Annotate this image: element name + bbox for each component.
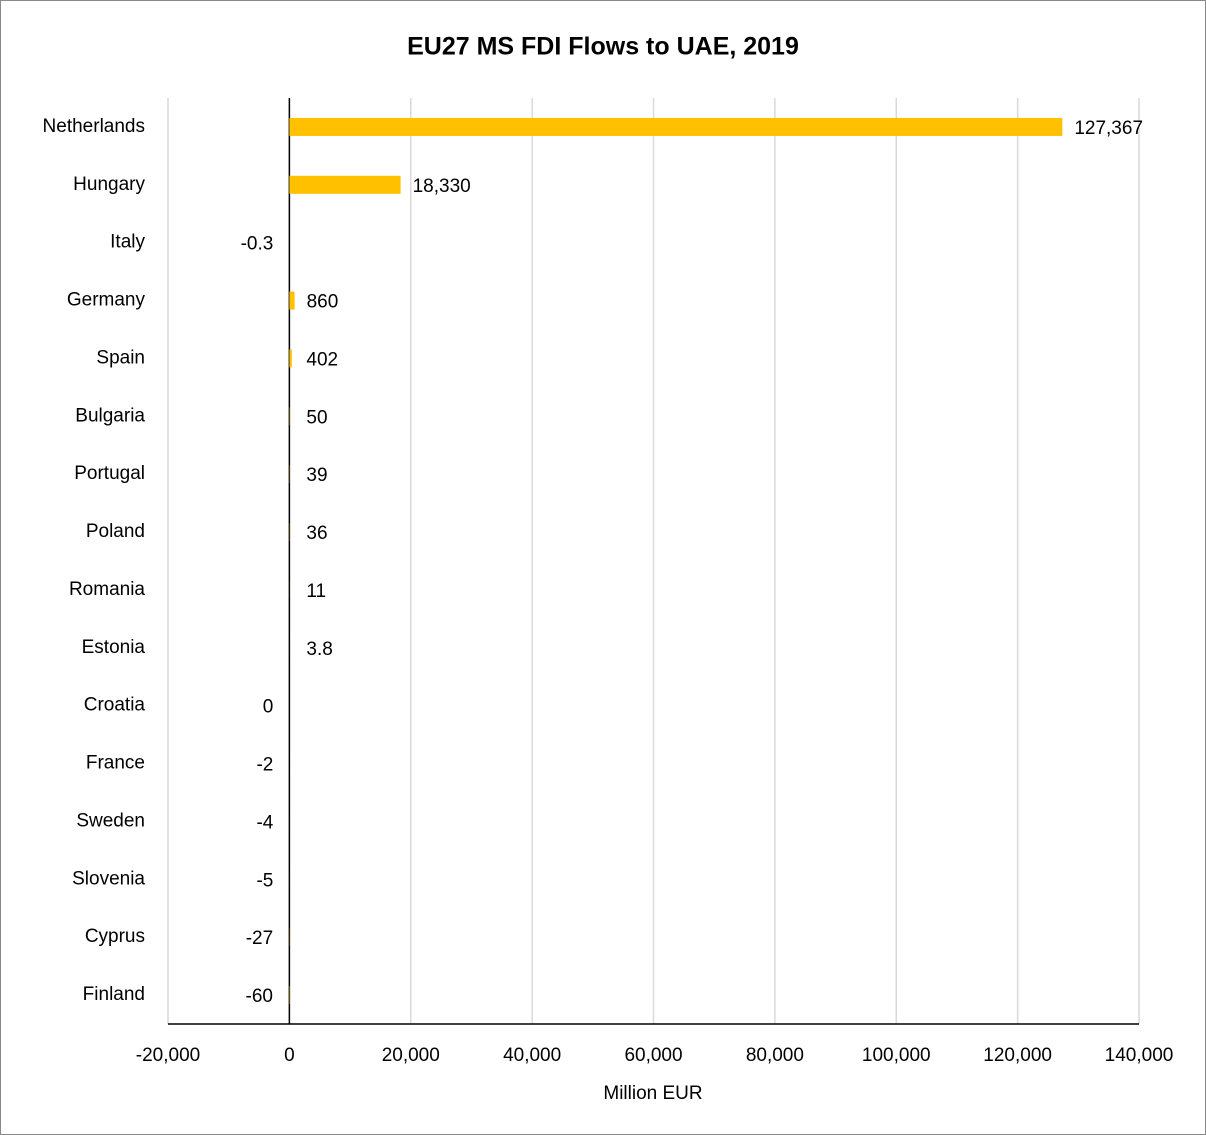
x-tick-label: 140,000 [1105, 1045, 1174, 1066]
y-tick-label: Bulgaria [75, 405, 145, 426]
data-label: 127,367 [1074, 118, 1143, 139]
bar [289, 117, 1063, 136]
x-tick-label: 60,000 [624, 1045, 682, 1066]
data-label: 50 [306, 407, 327, 428]
y-tick-label: Germany [67, 290, 146, 311]
y-tick-label: Estonia [82, 637, 146, 658]
y-tick-label: Poland [86, 521, 145, 542]
y-tick-label: Italy [110, 232, 145, 253]
x-tick-label: 100,000 [862, 1045, 931, 1066]
y-tick-label: Finland [83, 984, 145, 1005]
data-label: 18,330 [413, 176, 471, 197]
x-tick-label: 40,000 [503, 1045, 561, 1066]
data-label: -4 [256, 812, 273, 833]
y-tick-label: Spain [96, 347, 145, 368]
x-tick-label: 20,000 [382, 1045, 440, 1066]
y-tick-label: France [86, 753, 145, 774]
y-tick-label: Portugal [74, 463, 145, 484]
y-tick-label: Slovenia [72, 868, 145, 889]
bar [289, 175, 401, 194]
data-label: 36 [306, 523, 327, 544]
y-tick-label: Netherlands [43, 116, 145, 137]
chart-title: EU27 MS FDI Flows to UAE, 2019 [407, 33, 799, 61]
data-label: -5 [256, 870, 273, 891]
y-tick-label: Cyprus [85, 926, 145, 947]
bar [289, 291, 295, 310]
data-label: -60 [246, 986, 273, 1007]
data-label: 11 [306, 581, 326, 602]
x-tick-label: 0 [284, 1045, 295, 1066]
data-label: 860 [307, 292, 339, 313]
data-label: 3.8 [306, 639, 332, 660]
y-tick-label: Hungary [73, 174, 145, 195]
y-tick-label: Romania [69, 579, 145, 600]
data-label: 39 [306, 465, 327, 486]
data-label: 402 [306, 349, 338, 370]
data-label: -2 [256, 755, 273, 776]
x-tick-label: 120,000 [983, 1045, 1052, 1066]
data-label: -27 [246, 928, 273, 949]
data-label: 0 [263, 697, 274, 718]
x-axis-title: Million EUR [603, 1083, 702, 1104]
data-label: -0.3 [241, 234, 274, 255]
x-tick-label: -20,000 [136, 1045, 200, 1066]
bar [289, 349, 292, 368]
x-tick-label: 80,000 [746, 1045, 804, 1066]
y-tick-label: Croatia [84, 695, 146, 716]
y-tick-label: Sweden [76, 810, 145, 831]
